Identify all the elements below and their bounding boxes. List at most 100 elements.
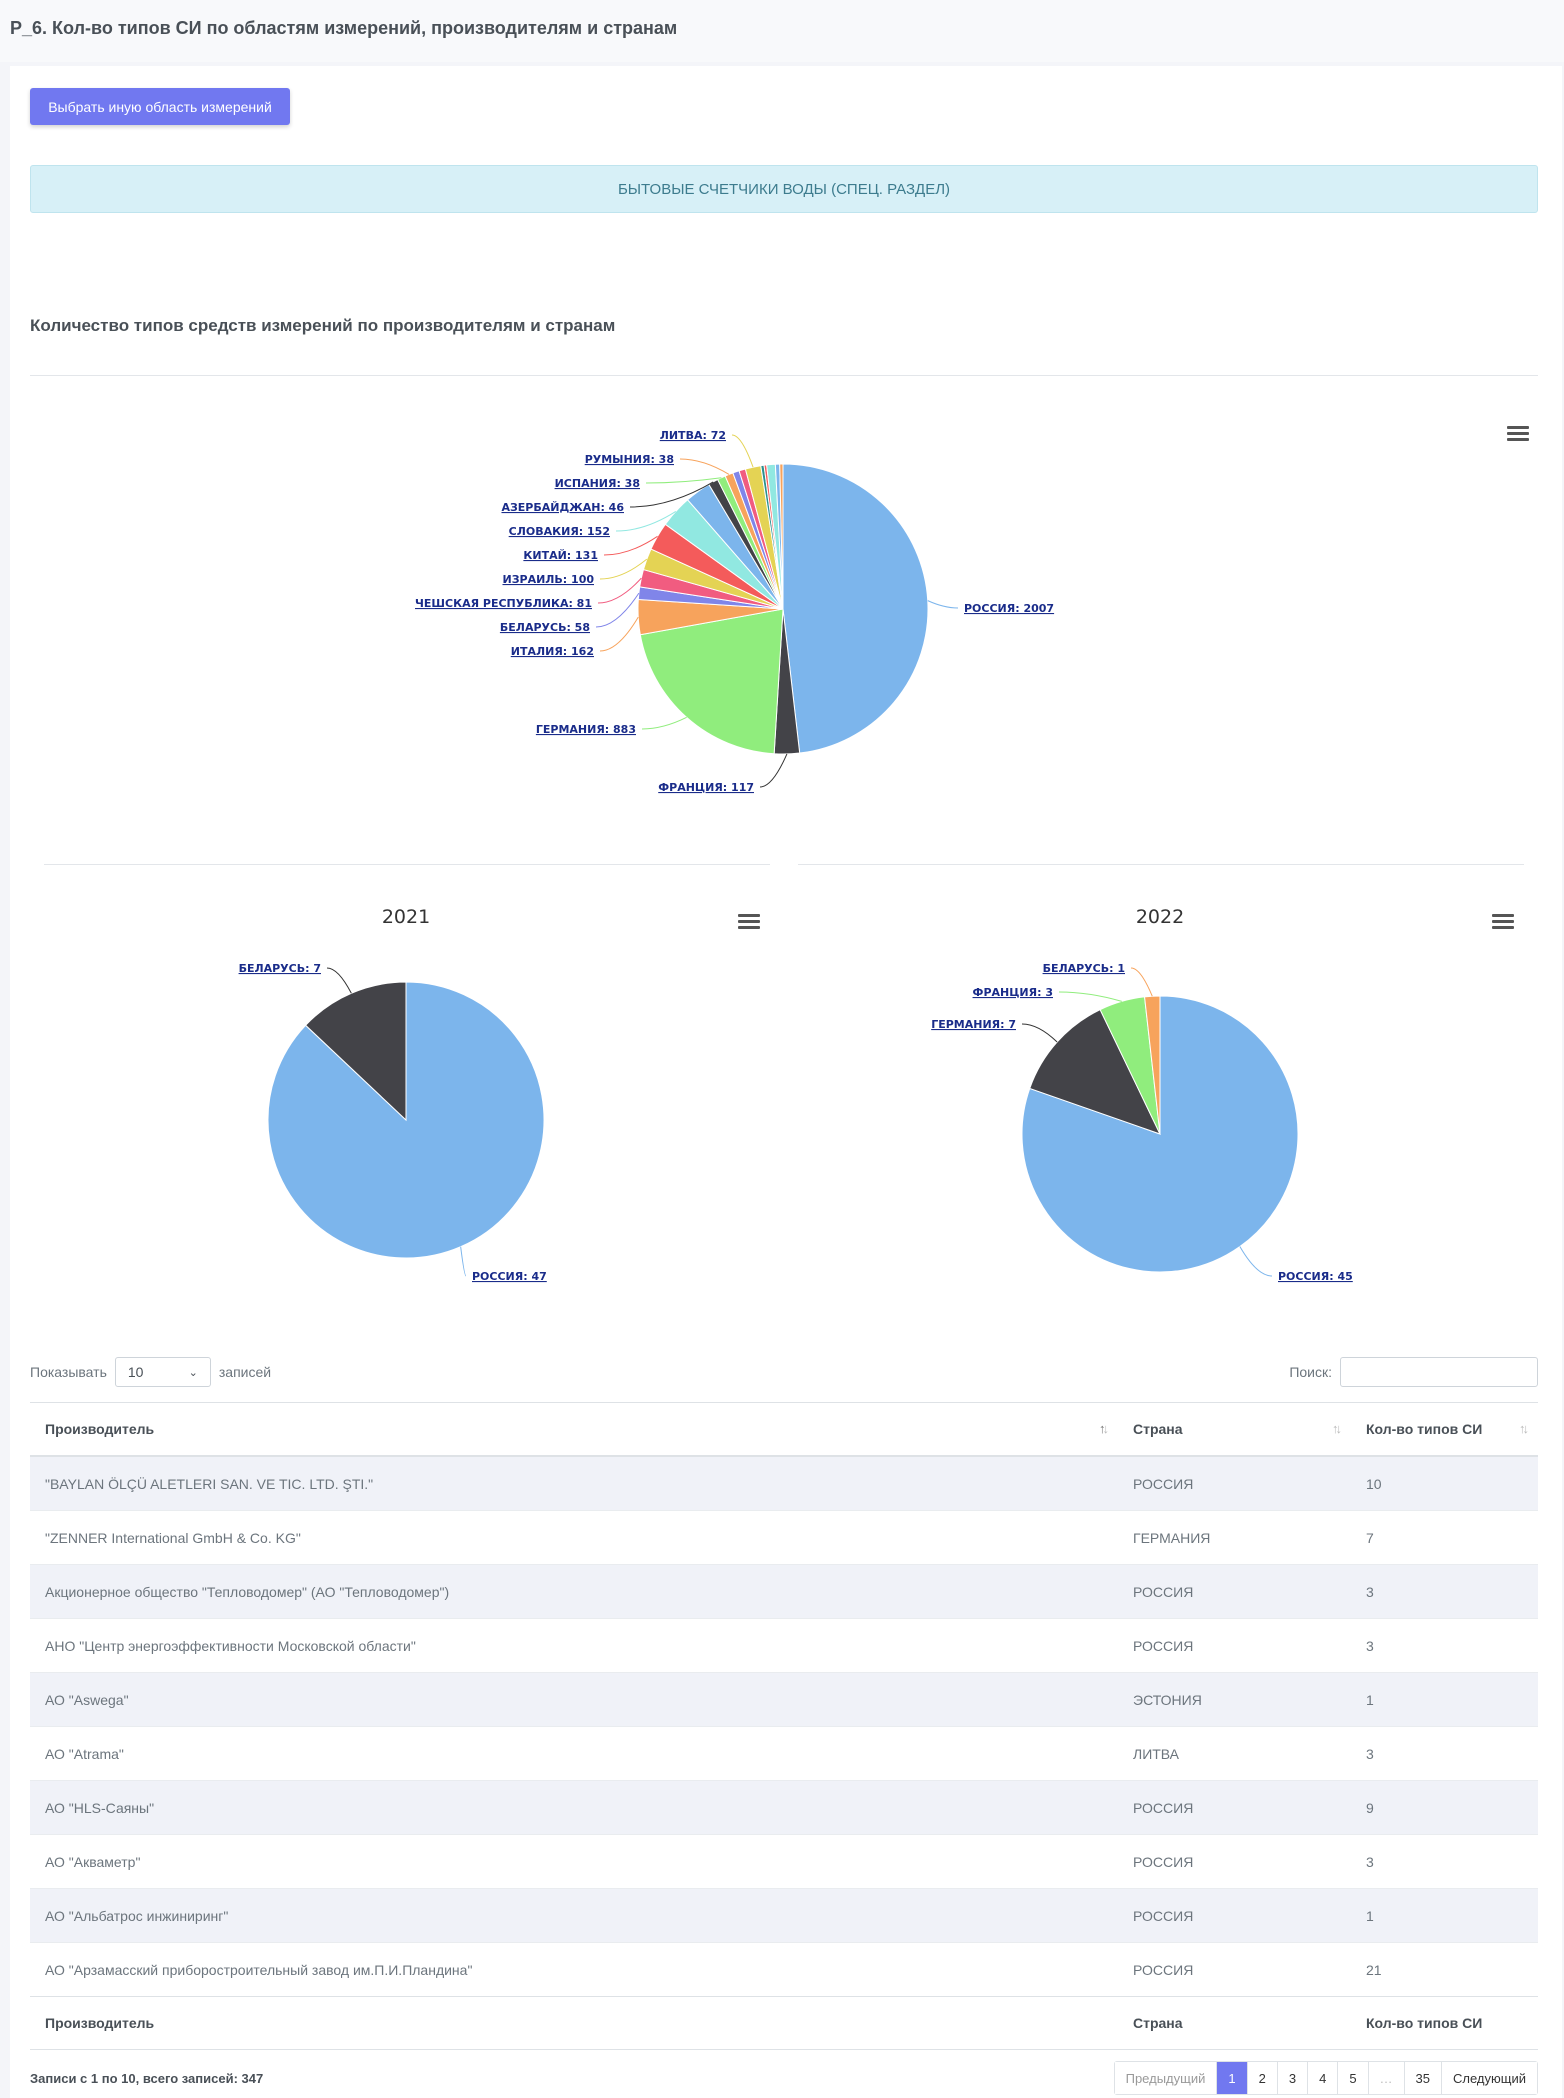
- pie-slice[interactable]: [782, 463, 929, 754]
- data-label: БЕЛАРУСЬ: 7: [239, 962, 321, 975]
- table-row: АО "Atrama" ЛИТВА 3: [30, 1726, 1538, 1781]
- cell-country: РОССИЯ: [1118, 1834, 1351, 1889]
- divider: [44, 864, 770, 865]
- footer-country: Страна: [1118, 1996, 1351, 2050]
- chart-menu-icon[interactable]: [1507, 426, 1529, 442]
- cell-country: ГЕРМАНИЯ: [1118, 1510, 1351, 1565]
- cell-manufacturer: АНО "Центр энергоэффективности Московско…: [30, 1618, 1118, 1673]
- manufacturers-table: Производитель ↑↓ Страна ↑↓ Кол-во типов СИ…: [30, 1402, 1538, 2050]
- data-label-connector: [326, 967, 352, 994]
- cell-manufacturer: АО "HLS-Саяны": [30, 1780, 1118, 1835]
- data-label: ФРАНЦИЯ: 3: [973, 986, 1053, 999]
- prev-page-button[interactable]: Предыдущий: [1114, 2062, 1217, 2094]
- page-button[interactable]: 2: [1246, 2062, 1277, 2094]
- data-label-connector: [595, 592, 640, 628]
- chart-menu-icon[interactable]: [1492, 914, 1514, 930]
- data-label: ИСПАНИЯ: 38: [555, 477, 640, 490]
- column-header-count[interactable]: Кол-во типов СИ ↑↓: [1351, 1402, 1538, 1457]
- table-row: АО "Aswega" ЭСТОНИЯ 1: [30, 1672, 1538, 1727]
- table-info: Записи с 1 по 10, всего записей: 347: [30, 2071, 264, 2086]
- sort-icon: ↑↓: [1099, 1421, 1109, 1436]
- data-label-connector: [731, 434, 754, 468]
- sort-icon: ↑↓: [1519, 1421, 1529, 1436]
- column-header-country[interactable]: Страна ↑↓: [1118, 1402, 1351, 1457]
- data-label-connector: [629, 481, 714, 508]
- column-header-manufacturer[interactable]: Производитель ↑↓: [30, 1402, 1118, 1457]
- cell-country: РОССИЯ: [1118, 1455, 1351, 1511]
- data-label-connector: [599, 558, 648, 580]
- data-label-connector: [599, 616, 639, 652]
- cell-country: ЛИТВА: [1118, 1726, 1351, 1781]
- cell-count: 21: [1351, 1942, 1538, 1997]
- page-ellipsis: …: [1367, 2062, 1404, 2094]
- page-button[interactable]: 4: [1307, 2062, 1338, 2094]
- table-row: Акционерное общество "Тепловодомер" (АО …: [30, 1564, 1538, 1619]
- table-row: АО "HLS-Саяны" РОССИЯ 9: [30, 1780, 1538, 1835]
- cell-count: 3: [1351, 1564, 1538, 1619]
- column-label: Производитель: [45, 1421, 155, 1437]
- data-label-connector: [460, 1246, 467, 1277]
- table-row: АО "Акваметр" РОССИЯ 3: [30, 1834, 1538, 1889]
- data-label: КИТАЙ: 131: [523, 549, 598, 562]
- data-label: СЛОВАКИЯ: 152: [509, 525, 610, 538]
- page-size-select[interactable]: 10 ⌄: [114, 1357, 211, 1387]
- entries-label: записей: [218, 1364, 272, 1380]
- chart-menu-icon[interactable]: [738, 914, 760, 930]
- cell-count: 3: [1351, 1834, 1538, 1889]
- pie-slice[interactable]: [1143, 995, 1161, 1135]
- column-label: Страна: [1133, 1421, 1183, 1437]
- pie-slice[interactable]: [779, 463, 784, 610]
- table-row: АО "Альбатрос инжиниринг" РОССИЯ 1: [30, 1888, 1538, 1943]
- cell-count: 3: [1351, 1726, 1538, 1781]
- table-footer-row: Производитель Страна Кол-во типов СИ: [30, 1996, 1538, 2050]
- page-length-control: Показывать 10 ⌄ записей: [30, 1357, 271, 1387]
- column-label: Кол-во типов СИ: [1366, 1421, 1483, 1437]
- data-label: ИЗРАИЛЬ: 100: [502, 573, 594, 586]
- data-label: ИТАЛИЯ: 162: [511, 645, 594, 658]
- data-label: ЛИТВА: 72: [660, 429, 726, 442]
- choose-area-button[interactable]: Выбрать иную область измерений: [30, 88, 290, 125]
- data-label-connector: [759, 753, 788, 788]
- next-page-button[interactable]: Следующий: [1441, 2062, 1537, 2094]
- divider: [798, 864, 1524, 865]
- footer-manufacturer: Производитель: [30, 1996, 1118, 2050]
- data-label: РОССИЯ: 47: [472, 1270, 547, 1283]
- cell-count: 9: [1351, 1780, 1538, 1835]
- sort-icon: ↑↓: [1332, 1421, 1342, 1436]
- data-label: ГЕРМАНИЯ: 883: [536, 723, 636, 736]
- cell-count: 3: [1351, 1618, 1538, 1673]
- cell-count: 7: [1351, 1510, 1538, 1565]
- pagination: Предыдущий 1 2 3 4 5 … 35 Следующий: [1113, 2061, 1538, 2095]
- page-button[interactable]: 5: [1337, 2062, 1368, 2094]
- chart-title-2022: 2022: [1135, 906, 1185, 928]
- cell-count: 1: [1351, 1672, 1538, 1727]
- cell-manufacturer: АО "Aswega": [30, 1672, 1118, 1727]
- data-label: БЕЛАРУСЬ: 1: [1043, 962, 1125, 975]
- cell-country: РОССИЯ: [1118, 1780, 1351, 1835]
- data-label: БЕЛАРУСЬ: 58: [500, 621, 590, 634]
- page-button[interactable]: 3: [1276, 2062, 1308, 2094]
- data-label: ГЕРМАНИЯ: 7: [931, 1018, 1016, 1031]
- data-label-connector: [927, 600, 959, 609]
- data-label-connector: [1130, 967, 1153, 997]
- data-label-connector: [603, 535, 658, 556]
- selected-area-text: БЫТОВЫЕ СЧЕТЧИКИ ВОДЫ (СПЕЦ. РАЗДЕЛ): [617, 180, 951, 198]
- cell-count: 10: [1351, 1455, 1538, 1511]
- table-row: "ZENNER International GmbH & Co. KG" ГЕРМ…: [30, 1510, 1538, 1565]
- data-label-connector: [1021, 1023, 1058, 1043]
- table-header-row: Производитель ↑↓ Страна ↑↓ Кол-во типов СИ…: [30, 1402, 1538, 1457]
- data-label: ЧЕШСКАЯ РЕСПУБЛИКА: 81: [415, 597, 592, 610]
- cell-country: ЭСТОНИЯ: [1118, 1672, 1351, 1727]
- data-label-connector: [641, 716, 687, 730]
- cell-manufacturer: АО "Арзамасский приборостроительный заво…: [30, 1942, 1118, 1997]
- table-row: "BAYLAN ÖLÇÜ ALETLERI SAN. VE TIC. LTD. …: [30, 1455, 1538, 1511]
- page-button[interactable]: 35: [1403, 2062, 1442, 2094]
- pie-slice[interactable]: [639, 608, 784, 755]
- page-button[interactable]: 1: [1216, 2062, 1247, 2094]
- data-label: РОССИЯ: 45: [1278, 1270, 1353, 1283]
- search-label: Поиск:: [1289, 1364, 1332, 1380]
- pie-chart-overall: РОССИЯ: 2007 ФРАНЦИЯ: 117 ГЕРМАНИЯ: 883 ИТА…: [415, 429, 1054, 794]
- data-label-connector: [645, 477, 722, 484]
- search-input[interactable]: [1340, 1357, 1538, 1387]
- data-label: РУМЫНИЯ: 38: [585, 453, 674, 466]
